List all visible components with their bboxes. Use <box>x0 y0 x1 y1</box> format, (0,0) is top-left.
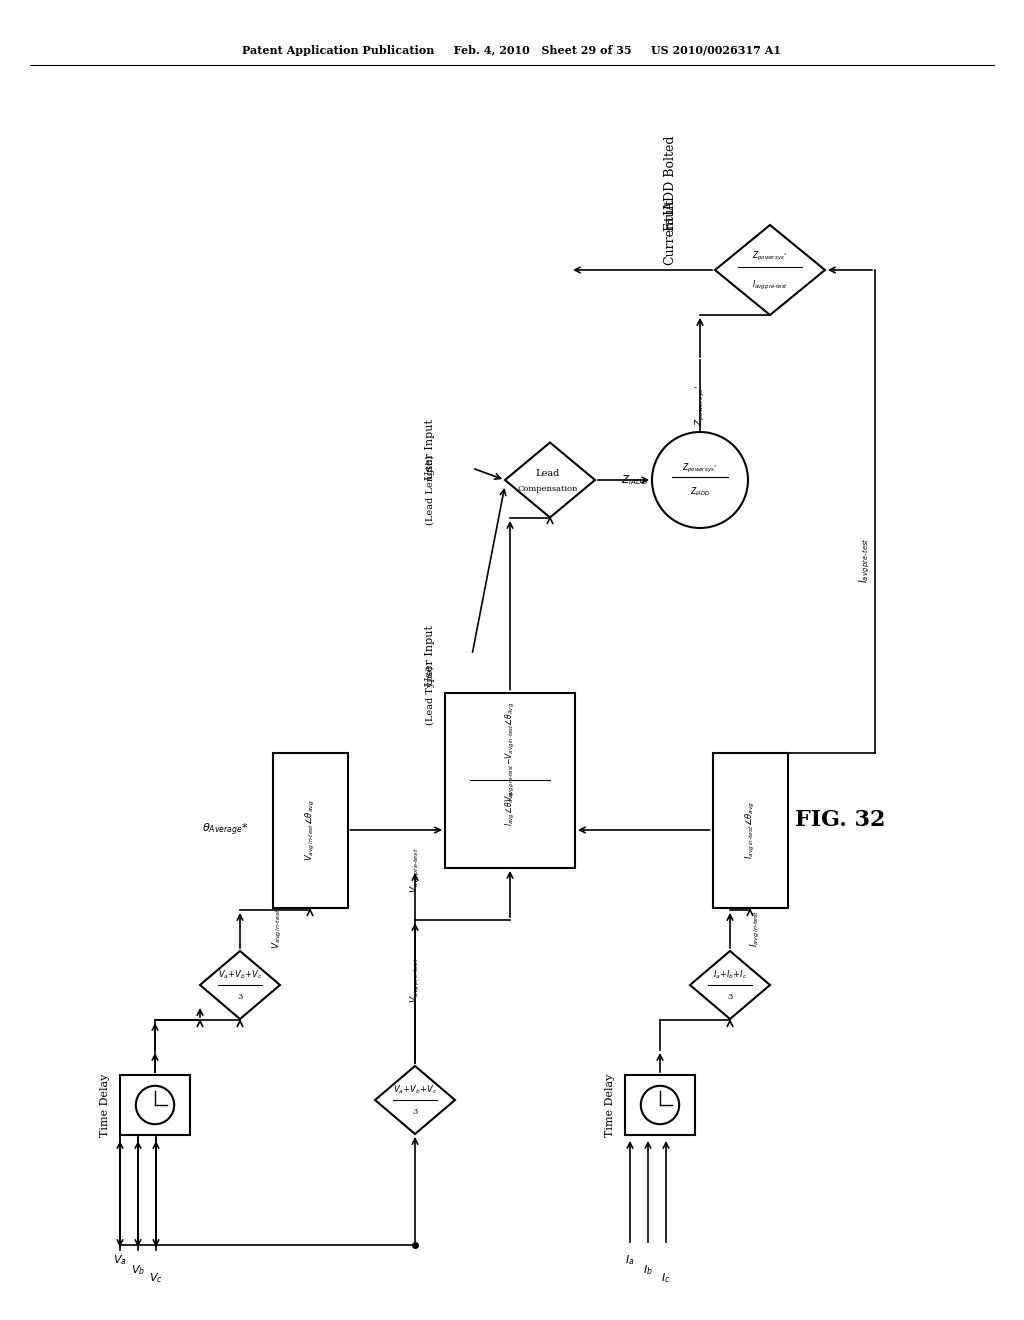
Bar <box>445 693 575 867</box>
Circle shape <box>641 1086 679 1125</box>
Text: $V_a{+}V_b{+}V_c$: $V_a{+}V_b{+}V_c$ <box>393 1084 437 1096</box>
Text: Current: Current <box>664 215 677 265</box>
Text: $Z_{IADD}$: $Z_{IADD}$ <box>690 486 711 498</box>
Circle shape <box>652 432 748 528</box>
Text: $V_{avg\,pre\text{-}test}{-}V_{avg\,in\text{-}test}\angle\theta_{Avg}$: $V_{avg\,pre\text{-}test}{-}V_{avg\,in\t… <box>504 702 516 803</box>
Text: $\theta_{Average}$*: $\theta_{Average}$* <box>202 822 249 838</box>
Text: Time Delay: Time Delay <box>100 1073 110 1137</box>
Text: $I_{avg\,in\text{-}test}\angle\theta_{avg}$: $I_{avg\,in\text{-}test}\angle\theta_{av… <box>743 801 757 859</box>
Text: $Z_{IADD}$: $Z_{IADD}$ <box>622 473 648 487</box>
Text: $I_{avg\,pre\text{-}test}$: $I_{avg\,pre\text{-}test}$ <box>752 279 788 292</box>
Circle shape <box>136 1086 174 1125</box>
Text: User Input: User Input <box>425 420 435 480</box>
Text: $V_{avg\,in\text{-}test}\angle\theta_{avg}$: $V_{avg\,in\text{-}test}\angle\theta_{av… <box>303 799 316 861</box>
Text: 3: 3 <box>413 1107 418 1115</box>
Text: $V_c$: $V_c$ <box>150 1271 163 1284</box>
Text: FIG. 32: FIG. 32 <box>795 809 886 832</box>
Text: Fault: Fault <box>664 199 677 231</box>
Text: Lead: Lead <box>536 469 560 478</box>
Text: $V_{avg\,pre\text{-}test}$: $V_{avg\,pre\text{-}test}$ <box>409 847 422 892</box>
Text: $V_b$: $V_b$ <box>131 1263 145 1276</box>
Bar <box>272 752 347 908</box>
Text: (Lead Type): (Lead Type) <box>425 665 434 725</box>
Text: $I_{avg\,in\text{-}test}$: $I_{avg\,in\text{-}test}$ <box>749 909 762 946</box>
Text: 3: 3 <box>727 993 733 1001</box>
Text: $V_{avg\,in\text{-}test}$: $V_{avg\,in\text{-}test}$ <box>270 907 284 949</box>
Polygon shape <box>690 950 770 1019</box>
Text: Patent Application Publication     Feb. 4, 2010   Sheet 29 of 35     US 2010/002: Patent Application Publication Feb. 4, 2… <box>243 45 781 55</box>
Text: $I_a{+}I_b{+}I_c$: $I_a{+}I_b{+}I_c$ <box>713 969 748 981</box>
Text: $I_b$: $I_b$ <box>643 1263 653 1276</box>
Text: 3: 3 <box>238 993 243 1001</box>
Text: $V_a{+}V_b{+}V_c$: $V_a{+}V_b{+}V_c$ <box>218 969 262 981</box>
Polygon shape <box>375 1067 455 1134</box>
Text: IADD Bolted: IADD Bolted <box>664 135 677 215</box>
Text: Time Delay: Time Delay <box>605 1073 615 1137</box>
Text: $Z_{power\,sys}$': $Z_{power\,sys}$' <box>682 462 718 475</box>
Text: $I_c$: $I_c$ <box>662 1271 671 1284</box>
Text: $Z_{power\,sys}$': $Z_{power\,sys}$' <box>693 384 707 425</box>
Polygon shape <box>505 442 595 517</box>
Text: (Lead Length): (Lead Length) <box>425 455 434 525</box>
Text: $I_{avg}\angle\theta_{avg}$: $I_{avg}\angle\theta_{avg}$ <box>504 791 516 826</box>
Text: $Z_{power\,sys}$': $Z_{power\,sys}$' <box>753 249 787 263</box>
Bar <box>625 1074 695 1135</box>
Polygon shape <box>200 950 280 1019</box>
Bar <box>713 752 787 908</box>
Polygon shape <box>715 224 825 315</box>
Text: $V_{avg\,pre\text{-}test}$: $V_{avg\,pre\text{-}test}$ <box>409 957 422 1003</box>
Text: User Input: User Input <box>425 624 435 685</box>
Text: $I_a$: $I_a$ <box>626 1253 635 1267</box>
Bar <box>120 1074 190 1135</box>
Text: Compensation: Compensation <box>518 484 579 492</box>
Text: $V_a$: $V_a$ <box>113 1253 127 1267</box>
Text: $I_{avg\,pre\text{-}test}$: $I_{avg\,pre\text{-}test}$ <box>858 537 872 583</box>
